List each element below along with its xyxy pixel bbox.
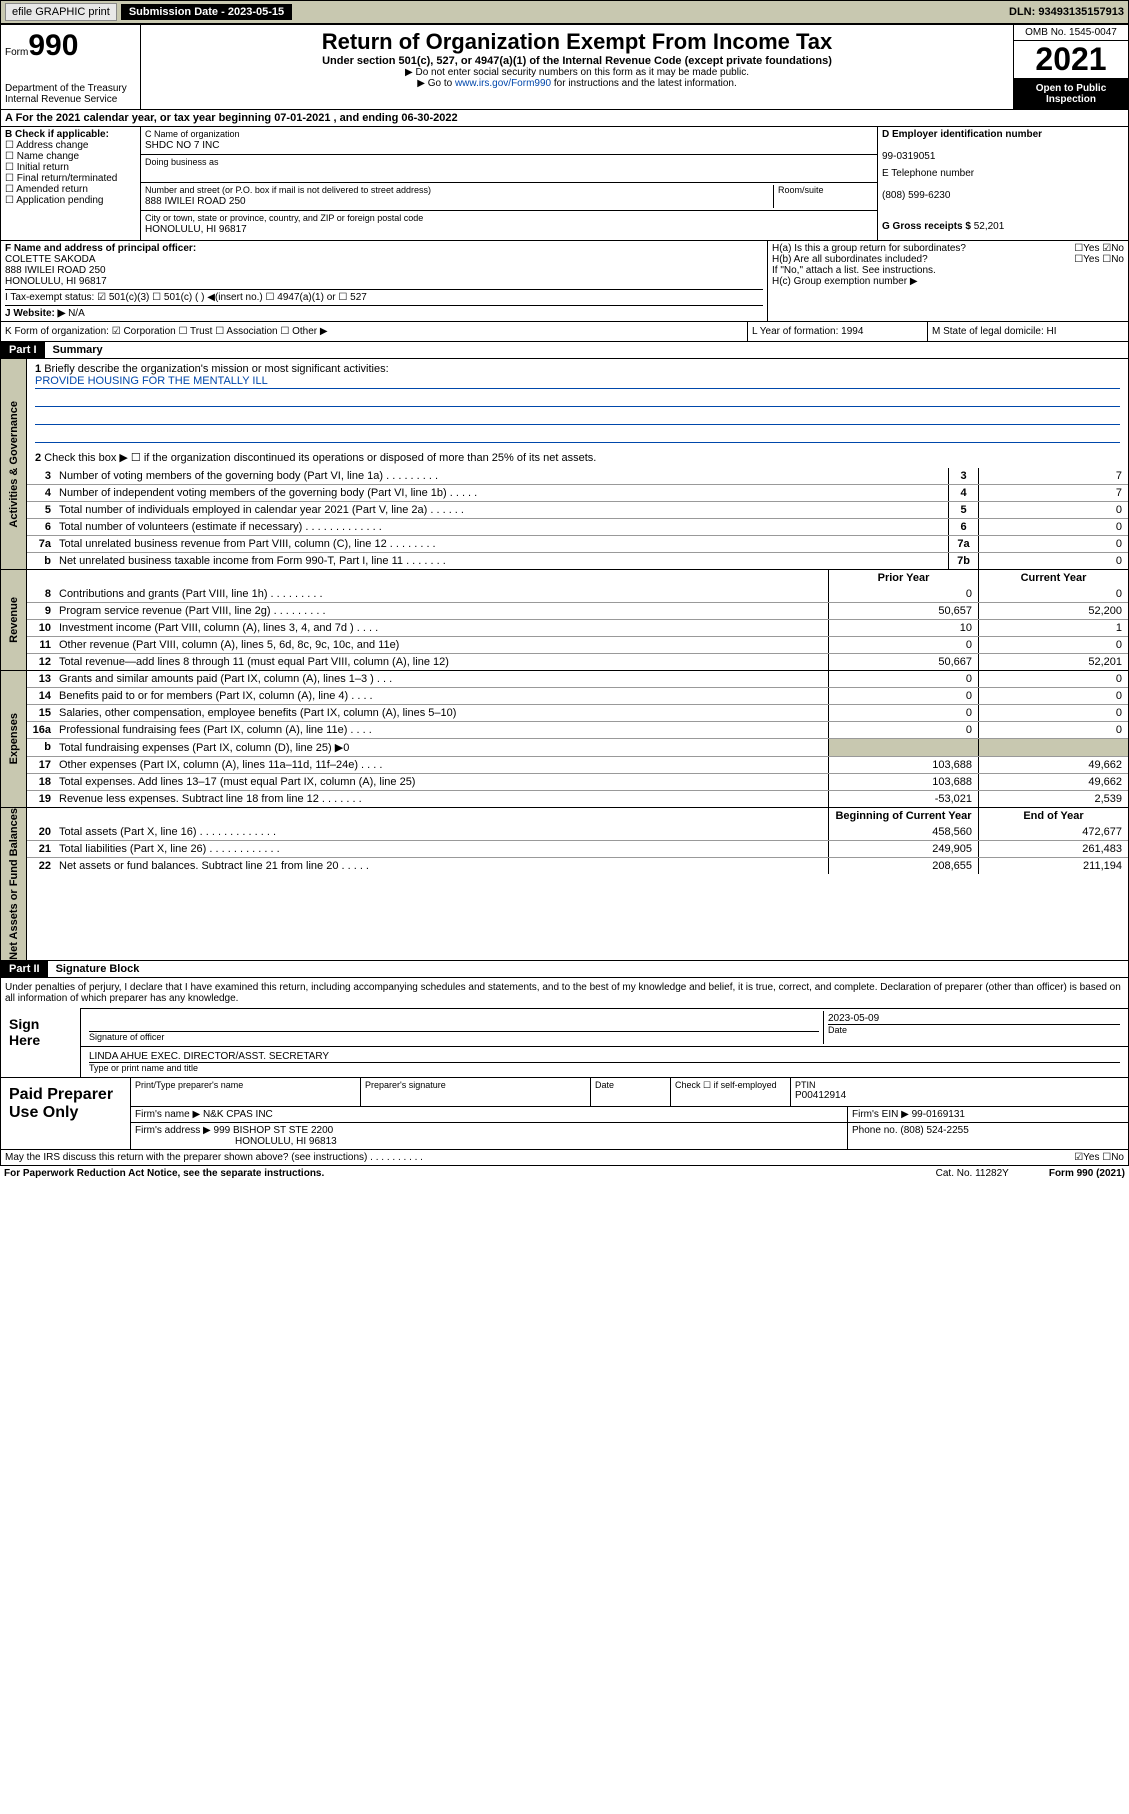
header-left: Form990 Department of the Treasury Inter… [1, 25, 141, 109]
telephone: (808) 599-6230 [882, 190, 950, 201]
part1-revenue: Revenue Prior YearCurrent Year 8Contribu… [0, 570, 1129, 671]
table-row: 21Total liabilities (Part X, line 26) . … [27, 840, 1128, 857]
org-address: 888 IWILEI ROAD 250 [145, 196, 246, 207]
tax-year: 2021 [1014, 41, 1128, 79]
officer-name: COLETTE SAKODA [5, 254, 96, 265]
chk-final-return[interactable]: ☐ Final return/terminated [5, 173, 136, 184]
part1-expenses: Expenses 13Grants and similar amounts pa… [0, 671, 1129, 808]
table-row: bNet unrelated business taxable income f… [27, 552, 1128, 569]
part1-governance: Activities & Governance 1 Briefly descri… [0, 359, 1129, 570]
col-c-org-info: C Name of organizationSHDC NO 7 INC Doin… [141, 127, 878, 240]
table-row: 17Other expenses (Part IX, column (A), l… [27, 756, 1128, 773]
ptin: P00412914 [795, 1090, 846, 1101]
table-row: bTotal fundraising expenses (Part IX, co… [27, 738, 1128, 756]
submission-date: Submission Date - 2023-05-15 [121, 4, 292, 20]
col-f-officer: F Name and address of principal officer:… [1, 241, 768, 321]
page-footer: For Paperwork Reduction Act Notice, see … [0, 1166, 1129, 1181]
table-row: 8Contributions and grants (Part VIII, li… [27, 586, 1128, 602]
signature-date: 2023-05-09 [828, 1013, 879, 1024]
firm-address: 999 BISHOP ST STE 2200 [214, 1125, 334, 1136]
signature-block: Under penalties of perjury, I declare th… [0, 978, 1129, 1150]
part1-netassets: Net Assets or Fund Balances Beginning of… [0, 808, 1129, 961]
vtab-revenue: Revenue [8, 597, 20, 643]
chk-address-change[interactable]: ☐ Address change [5, 140, 136, 151]
firm-ein: 99-0169131 [912, 1109, 965, 1120]
top-toolbar: efile GRAPHIC print Submission Date - 20… [0, 0, 1129, 24]
part1-header: Part ISummary [0, 342, 1129, 359]
table-row: 20Total assets (Part X, line 16) . . . .… [27, 824, 1128, 840]
table-row: 6Total number of volunteers (estimate if… [27, 518, 1128, 535]
table-row: 10Investment income (Part VIII, column (… [27, 619, 1128, 636]
table-row: 22Net assets or fund balances. Subtract … [27, 857, 1128, 874]
table-row: 7aTotal unrelated business revenue from … [27, 535, 1128, 552]
table-row: 11Other revenue (Part VIII, column (A), … [27, 636, 1128, 653]
chk-initial-return[interactable]: ☐ Initial return [5, 162, 136, 173]
table-row: 13Grants and similar amounts paid (Part … [27, 671, 1128, 687]
dln: DLN: 93493135157913 [1009, 6, 1124, 18]
mission-text: PROVIDE HOUSING FOR THE MENTALLY ILL [35, 375, 1120, 389]
form-header: Form990 Department of the Treasury Inter… [0, 24, 1129, 110]
col-d-ein-phone: D Employer identification number99-03190… [878, 127, 1128, 240]
state-domicile: M State of legal domicile: HI [928, 322, 1128, 341]
vtab-expenses: Expenses [8, 713, 20, 764]
section-bcde: B Check if applicable: ☐ Address change … [0, 127, 1129, 241]
org-city: HONOLULU, HI 96817 [145, 224, 247, 235]
firm-name: N&K CPAS INC [203, 1109, 273, 1120]
table-row: 19Revenue less expenses. Subtract line 1… [27, 790, 1128, 807]
vtab-governance: Activities & Governance [8, 401, 20, 528]
year-formation: L Year of formation: 1994 [748, 322, 928, 341]
table-row: 16aProfessional fundraising fees (Part I… [27, 721, 1128, 738]
paid-preparer-label: Paid Preparer Use Only [1, 1078, 131, 1149]
officer-typed-name: LINDA AHUE EXEC. DIRECTOR/ASST. SECRETAR… [89, 1051, 329, 1062]
header-right: OMB No. 1545-0047 2021 Open to Public In… [1013, 25, 1128, 109]
may-discuss-row: May the IRS discuss this return with the… [0, 1150, 1129, 1166]
table-row: 4Number of independent voting members of… [27, 484, 1128, 501]
table-row: 9Program service revenue (Part VIII, lin… [27, 602, 1128, 619]
chk-name-change[interactable]: ☐ Name change [5, 151, 136, 162]
org-name: SHDC NO 7 INC [145, 140, 219, 151]
may-discuss-yn: ☑Yes ☐No [1074, 1152, 1124, 1163]
vtab-netassets: Net Assets or Fund Balances [8, 808, 20, 960]
sign-here-label: Sign Here [1, 1008, 81, 1077]
header-title: Return of Organization Exempt From Incom… [141, 25, 1013, 109]
gross-receipts: 52,201 [974, 221, 1005, 232]
table-row: 3Number of voting members of the governi… [27, 468, 1128, 484]
firm-phone: (808) 524-2255 [900, 1125, 968, 1136]
chk-amended-return[interactable]: ☐ Amended return [5, 184, 136, 195]
table-row: 15Salaries, other compensation, employee… [27, 704, 1128, 721]
table-row: 12Total revenue—add lines 8 through 11 (… [27, 653, 1128, 670]
table-row: 14Benefits paid to or for members (Part … [27, 687, 1128, 704]
form-title: Return of Organization Exempt From Incom… [145, 29, 1009, 55]
form-of-org: K Form of organization: ☑ Corporation ☐ … [1, 322, 748, 341]
table-row: 18Total expenses. Add lines 13–17 (must … [27, 773, 1128, 790]
efile-print-button[interactable]: efile GRAPHIC print [5, 3, 117, 21]
row-klm: K Form of organization: ☑ Corporation ☐ … [0, 322, 1129, 342]
row-a-tax-year: A For the 2021 calendar year, or tax yea… [0, 110, 1129, 127]
col-h-group: H(a) Is this a group return for subordin… [768, 241, 1128, 321]
irs-link[interactable]: www.irs.gov/Form990 [455, 78, 551, 89]
ein: 99-0319051 [882, 151, 935, 162]
col-b-checkboxes: B Check if applicable: ☐ Address change … [1, 127, 141, 240]
part2-header: Part IISignature Block [0, 961, 1129, 978]
table-row: 5Total number of individuals employed in… [27, 501, 1128, 518]
chk-application-pending[interactable]: ☐ Application pending [5, 195, 136, 206]
row-fh: F Name and address of principal officer:… [0, 241, 1129, 322]
